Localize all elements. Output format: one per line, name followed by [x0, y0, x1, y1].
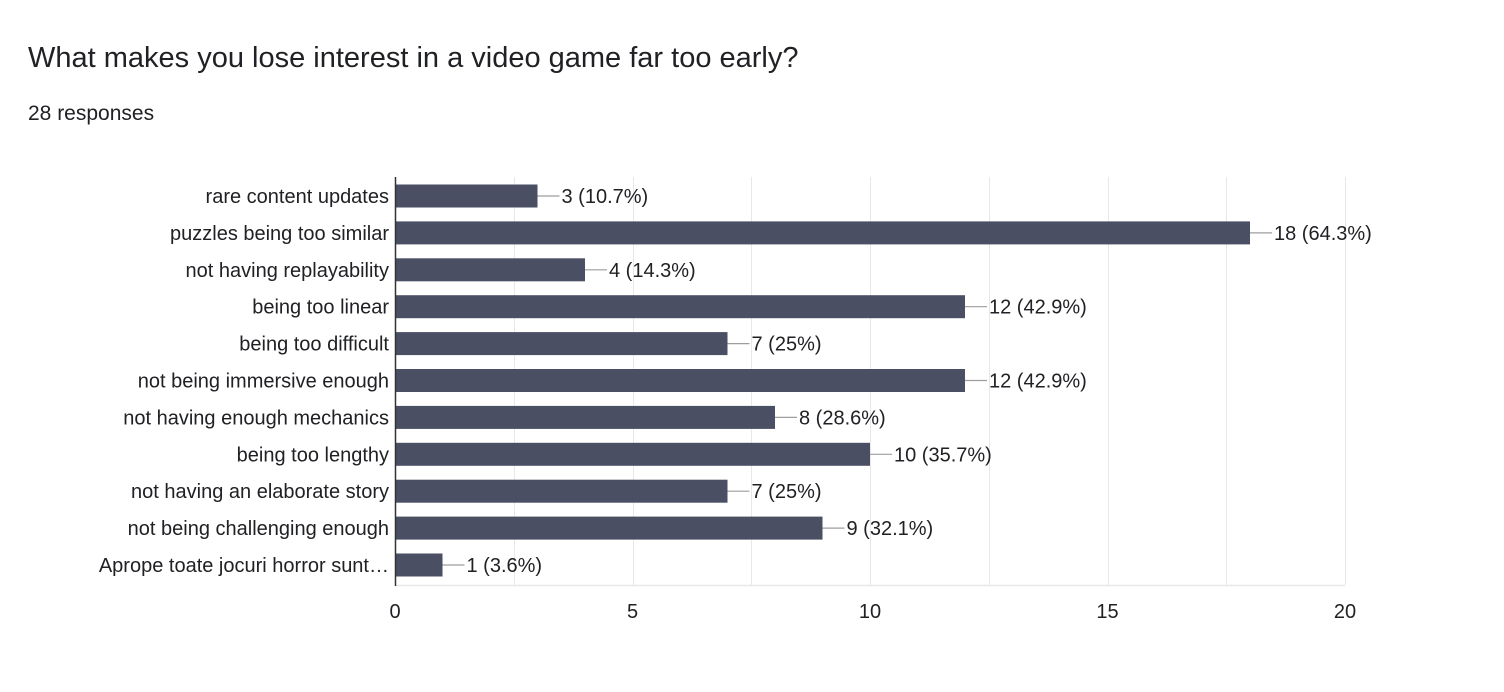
- data-label: 3 (10.7%): [562, 186, 649, 208]
- x-tick-label: 20: [1334, 601, 1356, 623]
- data-label: 7 (25%): [752, 334, 822, 356]
- x-tick-label: 10: [859, 601, 881, 623]
- data-label: 10 (35.7%): [894, 444, 992, 466]
- category-label: Aprope toate jocuri horror sunt…: [99, 555, 389, 577]
- x-tick-label: 5: [627, 601, 638, 623]
- category-label: not having an elaborate story: [131, 481, 389, 503]
- bar: [395, 184, 538, 208]
- bar: [395, 442, 870, 466]
- data-label: 1 (3.6%): [467, 555, 543, 577]
- category-label: not having enough mechanics: [123, 407, 389, 429]
- category-label: puzzles being too similar: [170, 223, 389, 245]
- data-label: 4 (14.3%): [609, 260, 696, 282]
- chart-title: What makes you lose interest in a video …: [28, 42, 799, 74]
- bar: [395, 405, 775, 429]
- bar: [395, 258, 585, 282]
- data-label: 9 (32.1%): [847, 518, 934, 540]
- axes: 0 5 10 15 20: [389, 177, 1356, 623]
- category-label: not being challenging enough: [128, 518, 389, 540]
- data-label: 8 (28.6%): [799, 407, 886, 429]
- bar: [395, 479, 728, 503]
- category-label: being too lengthy: [237, 444, 389, 466]
- bar: [395, 221, 1250, 245]
- x-tick-label: 0: [389, 601, 400, 623]
- category-label: not being immersive enough: [138, 371, 389, 393]
- category-label: not having replayability: [186, 260, 389, 282]
- bar: [395, 295, 965, 319]
- category-label: being too difficult: [239, 334, 389, 356]
- data-label: 7 (25%): [752, 481, 822, 503]
- bars: [395, 184, 1272, 577]
- labels: 3 (10.7%) rare content updates 18 (64.3%) p…: [99, 186, 1372, 577]
- bar: [395, 332, 728, 356]
- category-label: rare content updates: [206, 186, 389, 208]
- bar: [395, 553, 443, 577]
- x-tick-label: 15: [1096, 601, 1118, 623]
- category-label: being too linear: [252, 297, 389, 319]
- bar: [395, 369, 965, 392]
- data-label: 12 (42.9%): [989, 297, 1087, 319]
- bar: [395, 516, 823, 540]
- data-label: 18 (64.3%): [1274, 223, 1372, 245]
- data-label: 12 (42.9%): [989, 371, 1087, 393]
- response-count: 28 responses: [28, 102, 155, 125]
